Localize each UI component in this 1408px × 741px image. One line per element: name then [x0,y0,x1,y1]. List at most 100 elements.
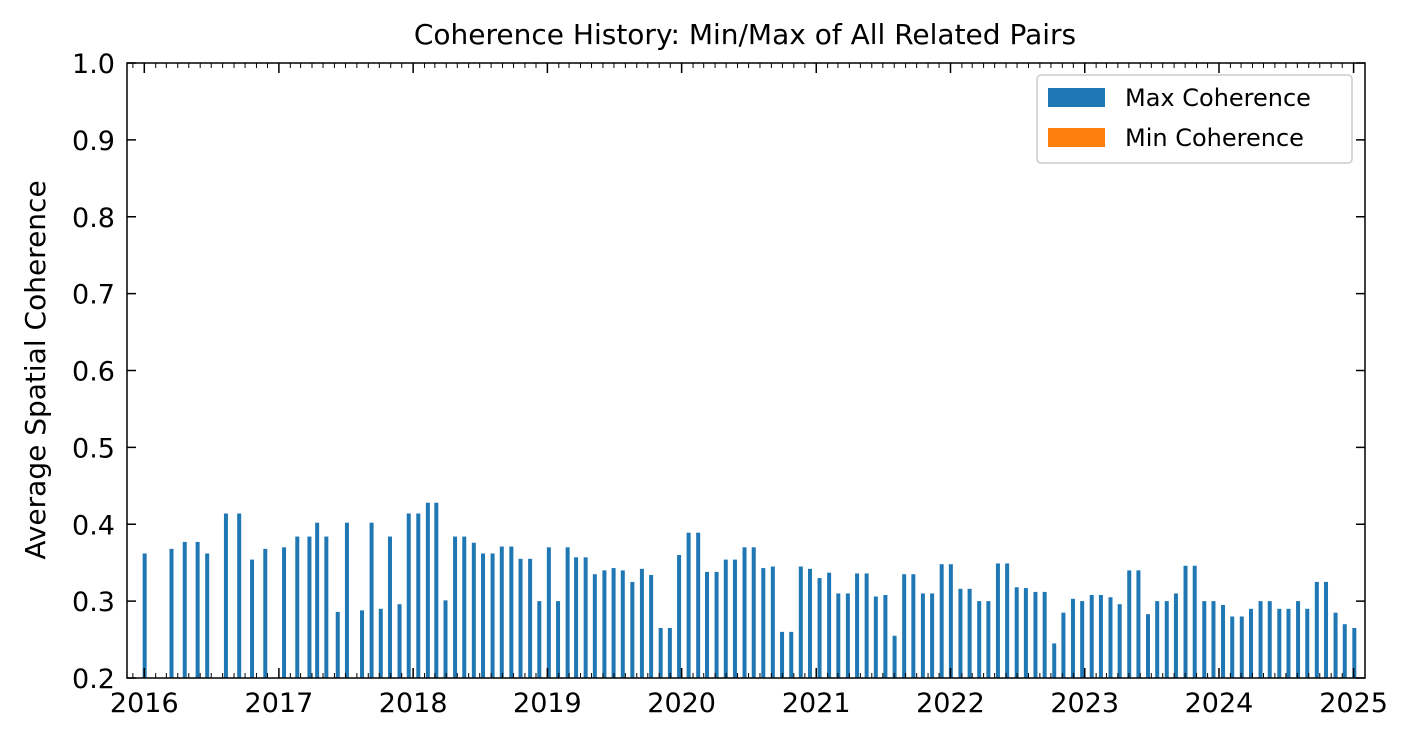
x-tick-label: 2024 [1185,688,1254,719]
bar-max [518,558,523,678]
bar-max [443,600,448,678]
x-tick-label: 2020 [647,688,716,719]
bar-max [639,568,644,678]
bar-max [335,611,340,678]
bar-max [1033,591,1038,678]
bar-max [817,578,822,678]
bar-max [509,546,514,678]
x-tick-label: 2016 [110,688,179,719]
legend-label-min: Min Coherence [1125,124,1304,152]
bar-max [425,502,430,678]
bar-max [770,566,775,678]
bar-max [1164,601,1169,678]
bar-max [873,596,878,678]
bar-max [1080,601,1085,678]
bar-max [1098,594,1103,678]
bar-max [1296,601,1301,678]
bar-max [416,513,421,678]
bar-max [1267,601,1272,678]
bar-max [397,604,402,678]
bar-max [1183,565,1188,678]
bar-max [696,532,701,678]
bar-max [1127,570,1132,678]
bar-max [845,593,850,678]
x-tick-label: 2019 [513,688,582,719]
y-tick-label: 0.8 [72,203,115,234]
bar-max [902,574,907,678]
legend-label-max: Max Coherence [1125,84,1311,112]
bar-max [378,608,383,678]
bar-max [1014,587,1019,678]
bar-max [1221,604,1226,678]
bar-max [537,601,542,678]
bar-max [490,553,495,678]
bar-max [723,559,728,678]
axes: 0.2 0.3 0.4 0.5 0.6 0.7 0.8 0.9 1.0 2016 2017 2018 2… [72,49,1388,719]
bar-max [1352,628,1357,678]
bar-max [1277,608,1282,678]
bar-max [1333,612,1338,678]
bar-max [142,553,147,678]
bar-max [195,541,200,678]
bar-max [836,593,841,678]
bar-max [1146,614,1151,678]
bar-max [282,547,287,678]
bar-max [677,555,682,678]
bar-max [307,536,312,678]
chart-title: Coherence History: Min/Max of All Relate… [414,18,1076,51]
legend-swatch-min [1048,128,1105,147]
bar-max [237,513,242,678]
bar-max [574,557,579,678]
bar-max [967,588,972,678]
bar-max [369,522,374,678]
bar-max [462,536,467,678]
bar-max [930,593,935,678]
bar-max [1314,581,1319,678]
x-tick-label: 2021 [782,688,851,719]
bar-max [528,558,533,678]
bar-max [434,502,439,678]
bar-max [182,541,187,678]
y-axis-label: Average Spatial Coherence [19,180,52,559]
bar-max [986,601,991,678]
bar-max [387,536,392,678]
bar-max [883,594,888,678]
bar-max [667,628,672,678]
bar-max [958,588,963,678]
bar-layer [142,502,1357,678]
bar-max [1005,563,1010,678]
bar-max [344,522,349,678]
x-tick-label: 2017 [245,688,314,719]
bar-max [1342,624,1347,678]
bar-max [360,610,365,678]
bar-max [855,573,860,678]
y-tick-label: 0.5 [72,433,115,464]
x-tick-label: 2022 [916,688,985,719]
x-tick-label: 2023 [1050,688,1119,719]
bar-max [761,568,766,678]
bar-max [565,547,570,678]
bar-max [453,536,458,678]
bar-max [807,568,812,678]
bar-max [324,536,329,678]
bar-max [1192,565,1197,678]
bar-max [1052,643,1057,678]
bar-max [406,513,411,678]
bar-max [1239,616,1244,678]
bar-max [583,557,588,678]
bar-max [1248,608,1253,678]
bar-max [780,631,785,678]
y-tick-label: 0.6 [72,357,115,388]
bar-max [892,635,897,678]
bar-max [798,566,803,678]
bar-max [499,546,504,678]
y-tick-label: 0.7 [72,280,115,311]
bar-max [611,568,616,678]
bar-max [1042,591,1047,678]
bar-max [1230,616,1235,678]
bar-max [1061,612,1066,678]
bar-max [789,631,794,678]
bar-max [263,548,268,678]
bar-max [481,553,486,678]
